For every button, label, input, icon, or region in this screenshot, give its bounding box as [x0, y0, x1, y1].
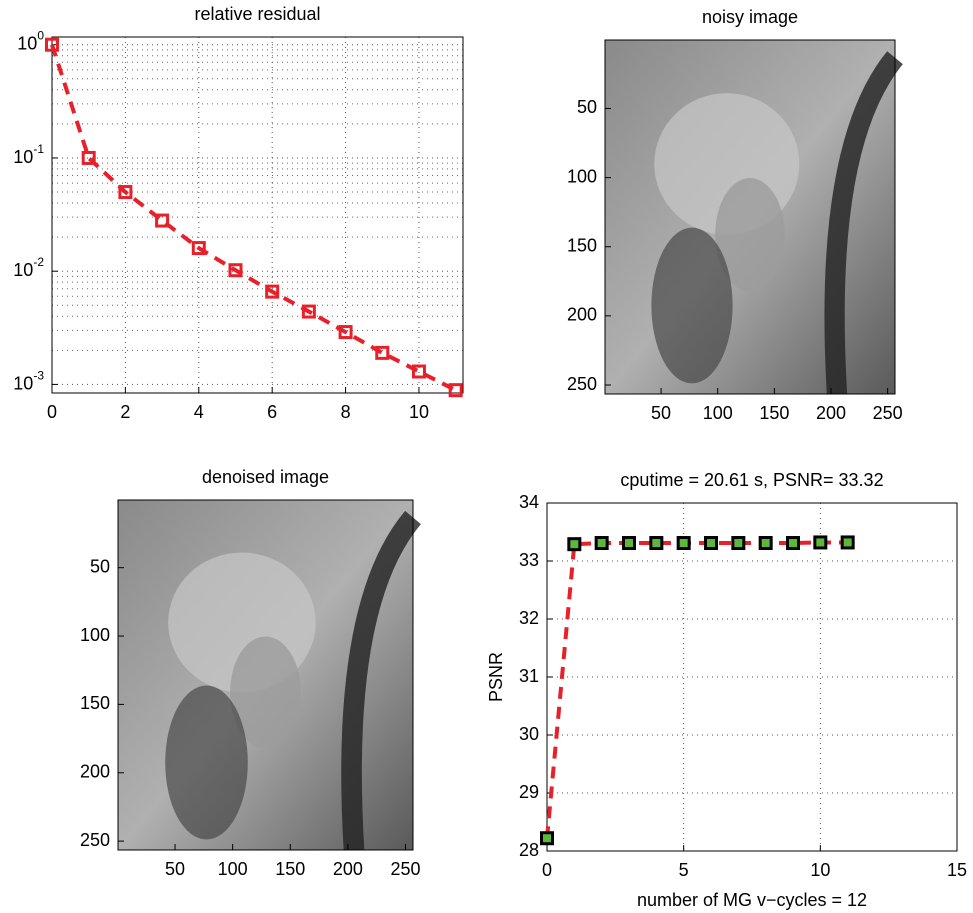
marker — [731, 536, 746, 551]
y-tick-label: 10-1 — [13, 142, 44, 167]
x-tick-label: 10 — [409, 402, 429, 422]
image-detail — [715, 178, 785, 292]
axes-box — [51, 36, 464, 394]
y-tick-label: 32 — [519, 608, 539, 628]
marker — [265, 284, 280, 299]
x-tick-label: 200 — [816, 403, 846, 423]
x-tick-label: 0 — [47, 402, 57, 422]
marker — [338, 325, 353, 340]
x-tick-label: 15 — [947, 860, 967, 880]
title: denoised image — [202, 467, 329, 487]
y-tick-label: 50 — [90, 556, 110, 576]
x-tick-label: 50 — [165, 859, 185, 879]
marker — [411, 364, 426, 379]
image-detail — [230, 636, 301, 749]
marker — [118, 185, 133, 200]
image-detail — [165, 685, 248, 840]
x-tick-label: 250 — [873, 403, 903, 423]
marker — [649, 536, 664, 551]
x-tick-label: 4 — [194, 402, 204, 422]
title: relative residual — [194, 4, 320, 24]
y-tick-label: 150 — [567, 235, 597, 255]
y-tick-label: 10-3 — [13, 369, 44, 394]
y-tick-label: 33 — [519, 550, 539, 570]
x-tick-label: 100 — [218, 859, 248, 879]
marker — [81, 150, 96, 165]
line — [545, 540, 848, 839]
x-tick-label: 150 — [759, 403, 789, 423]
marker — [676, 536, 691, 551]
axes-box — [117, 499, 414, 851]
y-tick-label: 150 — [80, 693, 110, 713]
image-detail — [341, 510, 422, 851]
marker — [758, 536, 773, 551]
y-tick-label: 250 — [567, 374, 597, 394]
y-tick-label: 28 — [519, 840, 539, 860]
marker — [813, 535, 828, 550]
marker — [375, 345, 390, 360]
title: cputime = 20.61 s, PSNR= 33.32 — [620, 470, 883, 490]
image-detail — [824, 51, 903, 395]
x-tick-label: 0 — [542, 860, 552, 880]
y-axis-label: PSNR — [486, 652, 506, 702]
marker — [567, 537, 582, 552]
x-tick-label: 10 — [810, 860, 830, 880]
y-tick-label: 200 — [567, 305, 597, 325]
x-tick-label: 200 — [333, 859, 363, 879]
image-detail — [651, 227, 733, 384]
marker — [155, 213, 170, 228]
y-tick-label: 10-2 — [13, 255, 44, 280]
x-tick-label: 6 — [267, 402, 277, 422]
x-tick-label: 100 — [703, 403, 733, 423]
y-tick-label: 250 — [80, 830, 110, 850]
marker — [228, 263, 243, 278]
x-tick-label: 250 — [390, 859, 420, 879]
marker — [622, 536, 636, 551]
x-tick-label: 2 — [120, 402, 130, 422]
x-axis-label: number of MG v−cycles = 12 — [637, 890, 867, 910]
y-tick-label: 50 — [577, 97, 597, 117]
x-tick-label: 150 — [275, 859, 305, 879]
marker — [540, 831, 554, 846]
axes-box — [604, 39, 896, 395]
marker — [704, 536, 718, 551]
marker — [45, 37, 59, 52]
y-tick-label: 100 — [80, 625, 110, 645]
marker — [301, 304, 316, 319]
y-tick-label: 100 — [567, 166, 597, 186]
y-tick-label: 29 — [519, 782, 539, 802]
x-tick-label: 8 — [341, 402, 351, 422]
x-tick-label: 50 — [651, 403, 671, 423]
marker — [594, 536, 609, 551]
y-tick-label: 34 — [519, 492, 539, 512]
y-tick-label: 200 — [80, 762, 110, 782]
x-tick-label: 5 — [679, 860, 689, 880]
marker — [786, 536, 800, 551]
marker — [840, 535, 855, 550]
y-tick-label: 31 — [519, 666, 539, 686]
marker — [448, 383, 463, 398]
title: noisy image — [702, 7, 798, 27]
y-tick-label: 30 — [519, 724, 539, 744]
marker — [191, 241, 206, 256]
y-tick-label: 100 — [17, 29, 44, 54]
